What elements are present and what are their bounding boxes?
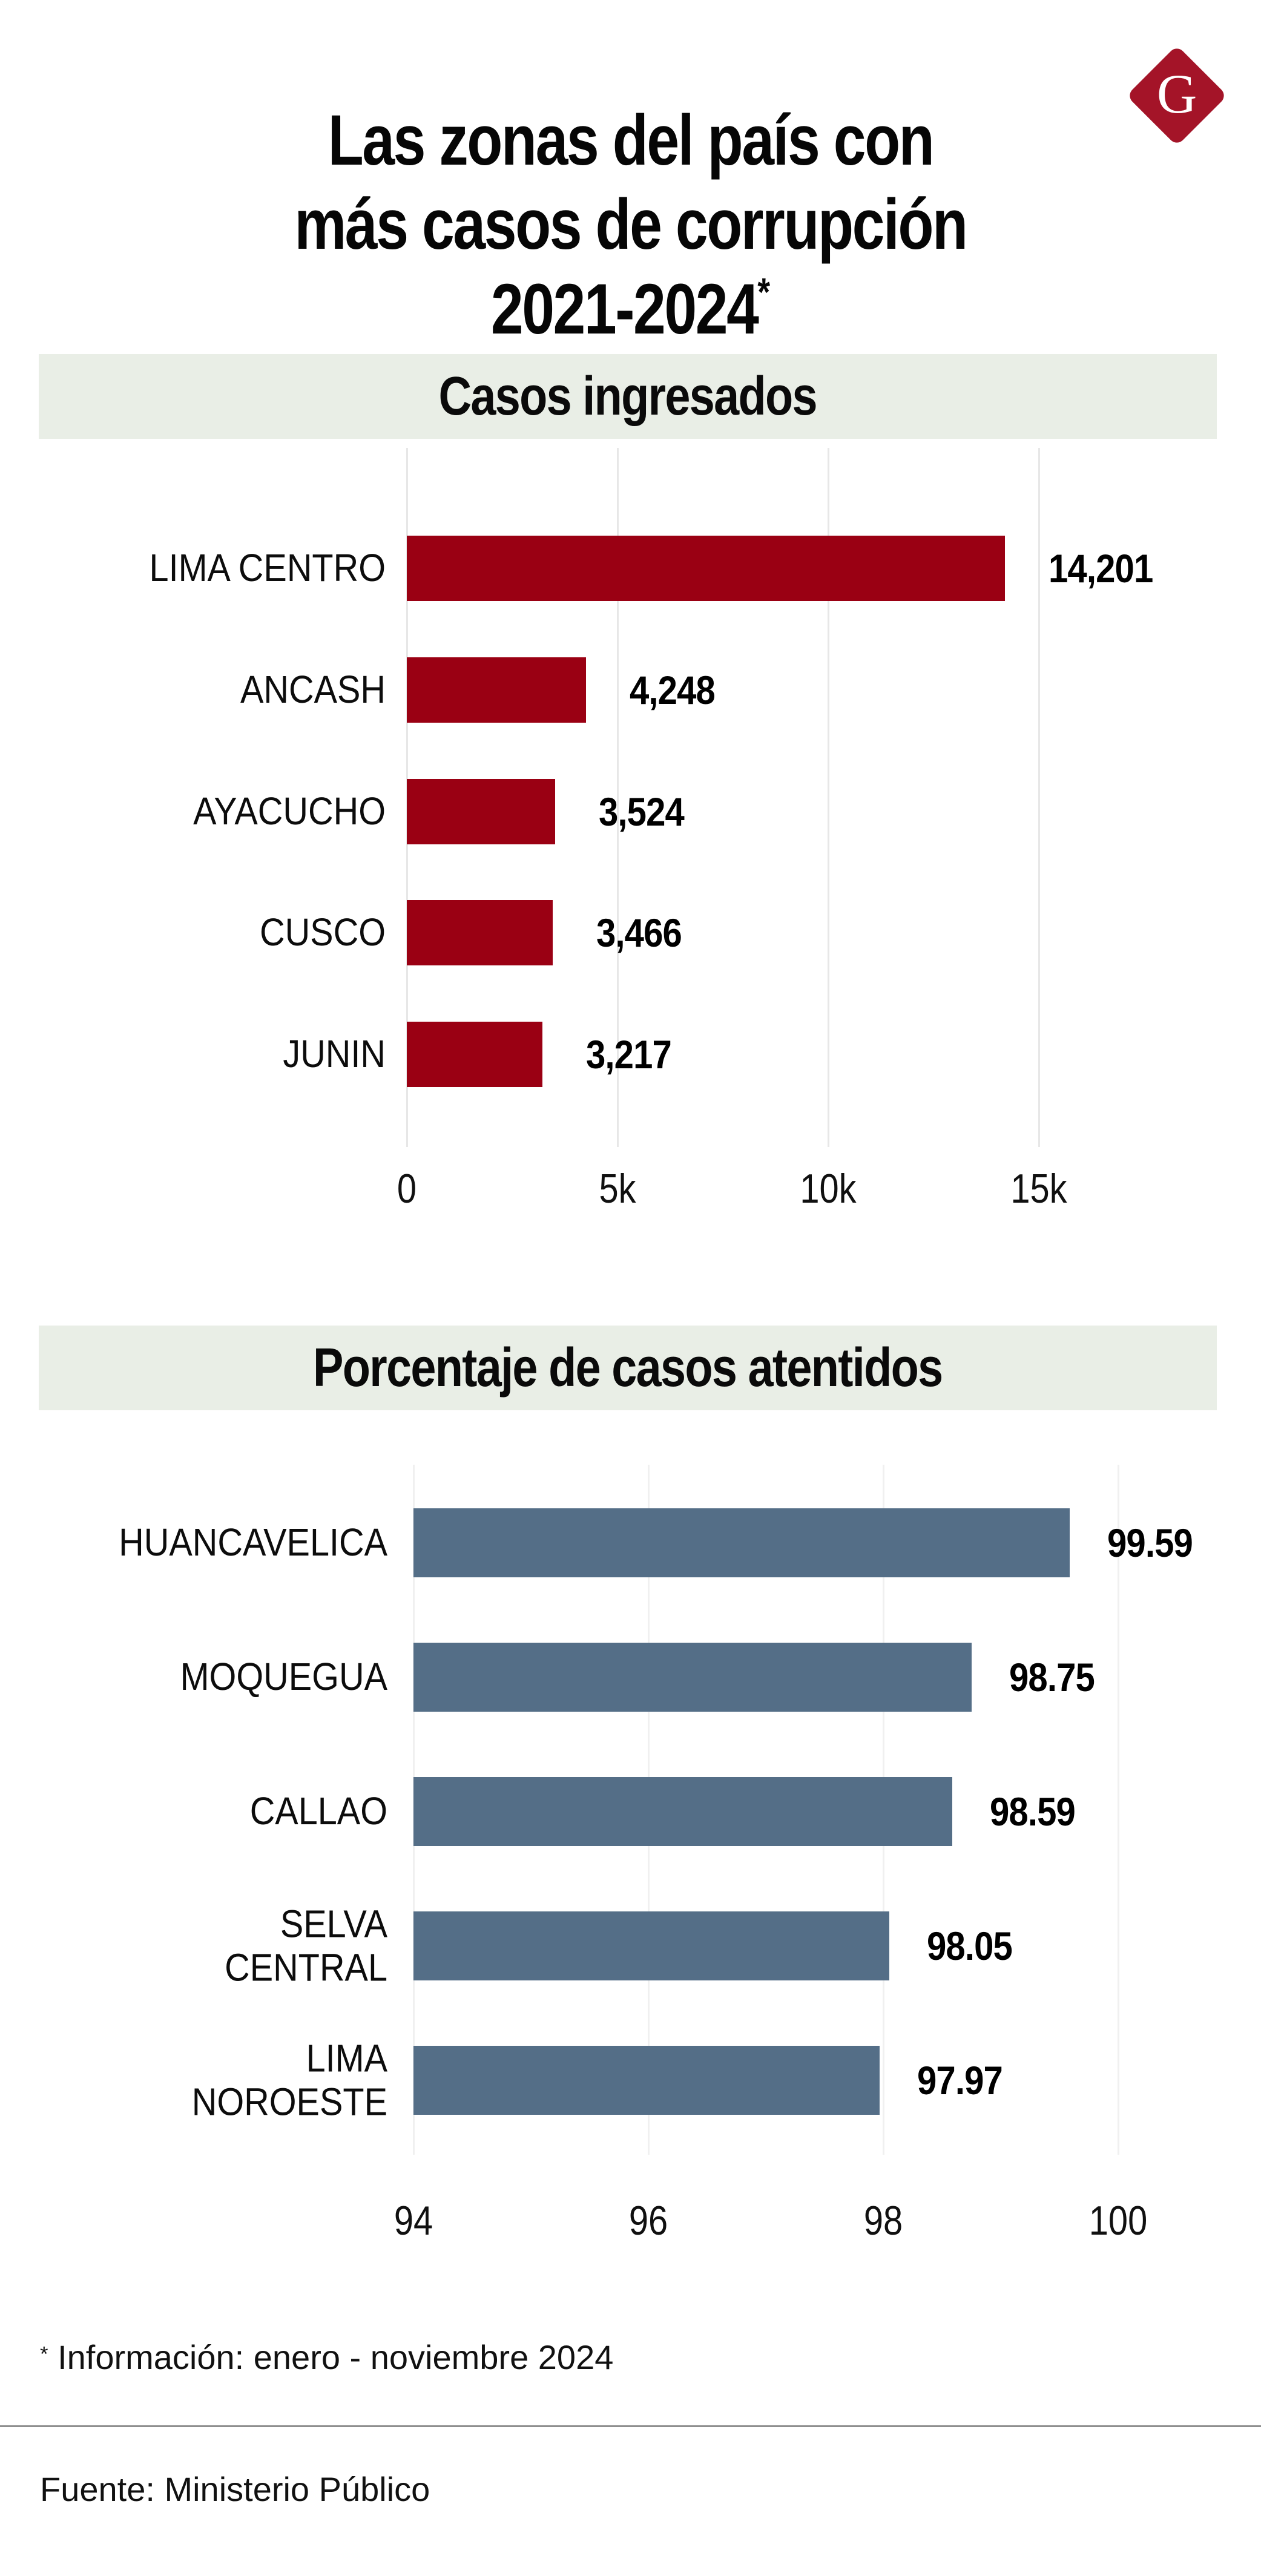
category-label: SELVA CENTRAL: [61, 1902, 387, 1989]
axis-tick-label: 98: [863, 2198, 903, 2244]
gridline: [1118, 1465, 1119, 2155]
category-label: CUSCO: [81, 910, 386, 954]
title-asterisk: *: [757, 269, 771, 314]
axis-tick-label: 94: [393, 2198, 433, 2244]
category-label: LIMA CENTRO: [81, 546, 386, 590]
footnote-asterisk: *: [40, 2342, 48, 2366]
bar: [407, 657, 586, 723]
page-title: Las zonas del país con más casos de corr…: [0, 99, 1261, 352]
category-label: ANCASH: [81, 668, 386, 712]
category-label-line: HUANCAVELICA: [119, 1520, 387, 1565]
category-label-line: MOQUEGUA: [180, 1655, 387, 1699]
source-credit: Fuente: Ministerio Público: [40, 2470, 430, 2508]
bar: [413, 1777, 952, 1846]
title-line-3: 2021-2024*: [490, 269, 771, 349]
bar: [413, 2046, 880, 2115]
category-label: CALLAO: [61, 1789, 387, 1833]
chart1-header-strip: Casos ingresados: [39, 354, 1217, 439]
bar-value: 3,466: [596, 910, 682, 955]
axis-tick-label: 15k: [1010, 1166, 1067, 1212]
category-label-line: CALLAO: [249, 1789, 387, 1833]
title-line-2: más casos de corrupción: [294, 185, 968, 265]
chart2-title: Porcentaje de casos atentidos: [313, 1337, 943, 1398]
bar-value: 97.97: [917, 2058, 1003, 2103]
category-label-line: LIMA: [306, 2036, 387, 2080]
category-label: JUNIN: [81, 1032, 386, 1076]
bar: [413, 1508, 1070, 1577]
chart2-header-strip: Porcentaje de casos atentidos: [39, 1326, 1217, 1410]
category-label-line: CUSCO: [259, 910, 386, 954]
chart1-title: Casos ingresados: [438, 366, 818, 427]
category-label-line: LIMA CENTRO: [149, 546, 386, 590]
gridline: [828, 448, 829, 1147]
axis-tick-label: 100: [1088, 2198, 1148, 2244]
title-line-1: Las zonas del país con: [328, 100, 935, 181]
footnote: * Información: enero - noviembre 2024: [40, 2338, 613, 2377]
bar-value: 98.75: [1009, 1655, 1095, 1700]
bar: [413, 1911, 889, 1980]
category-label: LIMA NOROESTE: [61, 2037, 387, 2123]
bar: [407, 1022, 542, 1087]
axis-tick-label: 0: [397, 1166, 417, 1212]
bar-value: 3,217: [586, 1032, 672, 1077]
category-label-line: SELVA: [280, 1902, 387, 1946]
bar: [407, 900, 553, 965]
bar-value: 3,524: [599, 789, 685, 834]
axis-tick-label: 5k: [599, 1166, 636, 1212]
bar-value: 99.59: [1107, 1520, 1193, 1565]
category-label-line: ANCASH: [240, 668, 386, 712]
axis-tick-label: 10k: [800, 1166, 857, 1212]
bar: [413, 1643, 972, 1712]
category-label-line: AYACUCHO: [193, 789, 386, 833]
category-label-line: JUNIN: [283, 1032, 386, 1076]
bar: [407, 779, 555, 844]
gridline: [1038, 448, 1040, 1147]
category-label: HUANCAVELICA: [61, 1520, 387, 1565]
category-label: AYACUCHO: [81, 789, 386, 833]
footer-divider: [0, 2425, 1261, 2427]
bar-value: 14,201: [1049, 546, 1153, 591]
bar: [407, 536, 1005, 601]
bar-value: 98.05: [927, 1924, 1013, 1968]
axis-tick-label: 96: [628, 2198, 668, 2244]
category-label-line: NOROESTE: [191, 2080, 387, 2123]
bar-value: 4,248: [630, 668, 716, 712]
category-label-line: CENTRAL: [225, 1945, 387, 1989]
logo-letter: G: [1156, 62, 1197, 125]
footnote-text: Información: enero - noviembre 2024: [48, 2338, 614, 2376]
bar-value: 98.59: [990, 1789, 1076, 1834]
gridline: [617, 448, 619, 1147]
category-label: MOQUEGUA: [61, 1655, 387, 1699]
